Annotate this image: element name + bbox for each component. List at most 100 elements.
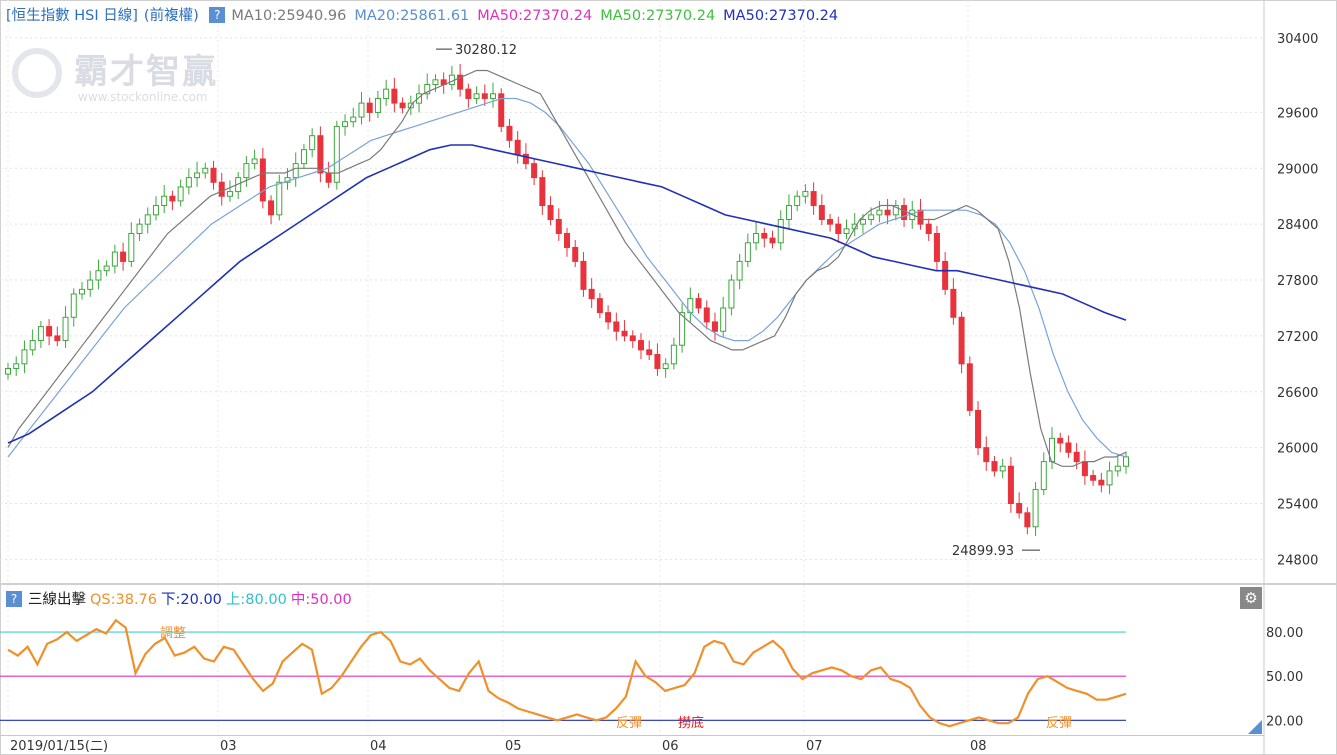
candle-body (5, 367, 11, 375)
candle-body (416, 93, 423, 104)
candle-body (531, 163, 538, 179)
main-help-button[interactable]: ? (209, 7, 226, 23)
candle-body (342, 121, 349, 127)
candle-body (983, 447, 990, 463)
candle-body (152, 205, 159, 216)
candle-body (161, 195, 168, 207)
candle-body (103, 265, 110, 272)
candle-body (243, 163, 250, 179)
candle-body (1081, 461, 1088, 477)
time-tick-label: 08 (970, 739, 987, 754)
candle-body (613, 321, 620, 332)
ma20-line (7, 97, 1127, 458)
candle-body (218, 181, 225, 197)
time-tick-label: 2019/01/15(二) (10, 739, 108, 754)
candle-body (785, 205, 792, 221)
candle-body (1024, 512, 1031, 528)
candle-body (506, 125, 513, 141)
ma10-line (7, 69, 1127, 467)
candle-body (481, 93, 488, 99)
price-tick-label: 27800 (1277, 274, 1318, 289)
candle-body (194, 172, 201, 179)
candle-body (300, 149, 307, 165)
price-tick-label: 30400 (1277, 32, 1318, 47)
price-tick-label: 27200 (1277, 330, 1318, 345)
candle-body (1123, 456, 1129, 467)
candle-body (596, 298, 603, 314)
candle-body (383, 88, 390, 99)
time-tick-label: 06 (662, 739, 679, 754)
candle-body (465, 88, 472, 99)
high-value: 上:80.00 (225, 592, 287, 608)
candle-body (1090, 475, 1097, 481)
candle-body (1007, 465, 1014, 505)
candle-body (695, 298, 702, 309)
candle-body (1106, 470, 1113, 486)
candle-body (95, 270, 102, 281)
low-value: 下:20.00 (161, 592, 222, 608)
high-annotation-label: 30280.12 (455, 43, 517, 58)
candle-body (827, 219, 834, 225)
candle-body (169, 195, 176, 202)
candle-body (868, 214, 875, 221)
candle-body (621, 330, 628, 337)
ma-legend-item: MA10:25940.96 (231, 8, 347, 24)
candle-body (555, 219, 562, 234)
candle-body (564, 232, 570, 248)
candle-body (1073, 451, 1080, 463)
price-tick-label: 29600 (1277, 106, 1318, 121)
candle-body (144, 214, 151, 225)
candle-body (13, 363, 20, 369)
candle-body (818, 205, 825, 221)
adjust-label: (前複權) (143, 8, 199, 24)
candle-body (859, 219, 866, 225)
candle-body (62, 316, 69, 342)
candle-body (177, 186, 184, 202)
candle-body (654, 354, 661, 369)
candle-body (251, 158, 258, 165)
candle-body (933, 232, 940, 262)
candle-body (522, 153, 529, 165)
candle-body (892, 205, 899, 216)
time-tick-label: 03 (220, 739, 237, 754)
candle-body (457, 74, 464, 90)
chart-title: [恒生指數 HSI 日線] (6, 8, 138, 24)
candle-body (539, 177, 546, 207)
sub-tick-label: 80.00 (1266, 626, 1303, 641)
candle-body (70, 293, 77, 318)
candle-body (374, 97, 381, 113)
candle-body (711, 321, 718, 332)
candle-body (1032, 489, 1039, 528)
candle-body (958, 316, 965, 365)
candle-body (572, 246, 579, 262)
candle-body (87, 279, 94, 290)
candle-body (950, 288, 957, 318)
signal-label: 反彈 (1046, 716, 1072, 731)
qs-value: QS:38.76 (90, 592, 158, 608)
sub-panel-frame (0, 584, 1337, 755)
candle-body (637, 340, 644, 351)
candle-body (120, 251, 127, 262)
candle-body (629, 335, 636, 342)
candle-body (46, 326, 53, 337)
candle-body (21, 349, 28, 365)
watermark-site: www.stockonline.com (78, 90, 208, 104)
sub-tick-label: 20.00 (1266, 714, 1303, 729)
candle-body (514, 139, 521, 155)
ma-legend-item: MA20:25861.61 (354, 8, 470, 24)
candle-body (720, 307, 727, 332)
candle-body (794, 195, 801, 207)
candle-body (498, 93, 505, 127)
time-tick-label: 07 (806, 739, 823, 754)
candle-body (358, 102, 365, 118)
candle-body (547, 205, 554, 221)
candle-body (259, 158, 266, 202)
sub-help-button[interactable]: ? (6, 591, 22, 607)
candle-body (605, 312, 612, 323)
sub-tick-label: 50.00 (1266, 670, 1303, 685)
gear-icon[interactable]: ⚙ (1240, 587, 1262, 609)
candle-body (1016, 503, 1023, 514)
candle-body (884, 209, 891, 216)
candle-body (1114, 465, 1121, 472)
candle-body (185, 177, 192, 188)
